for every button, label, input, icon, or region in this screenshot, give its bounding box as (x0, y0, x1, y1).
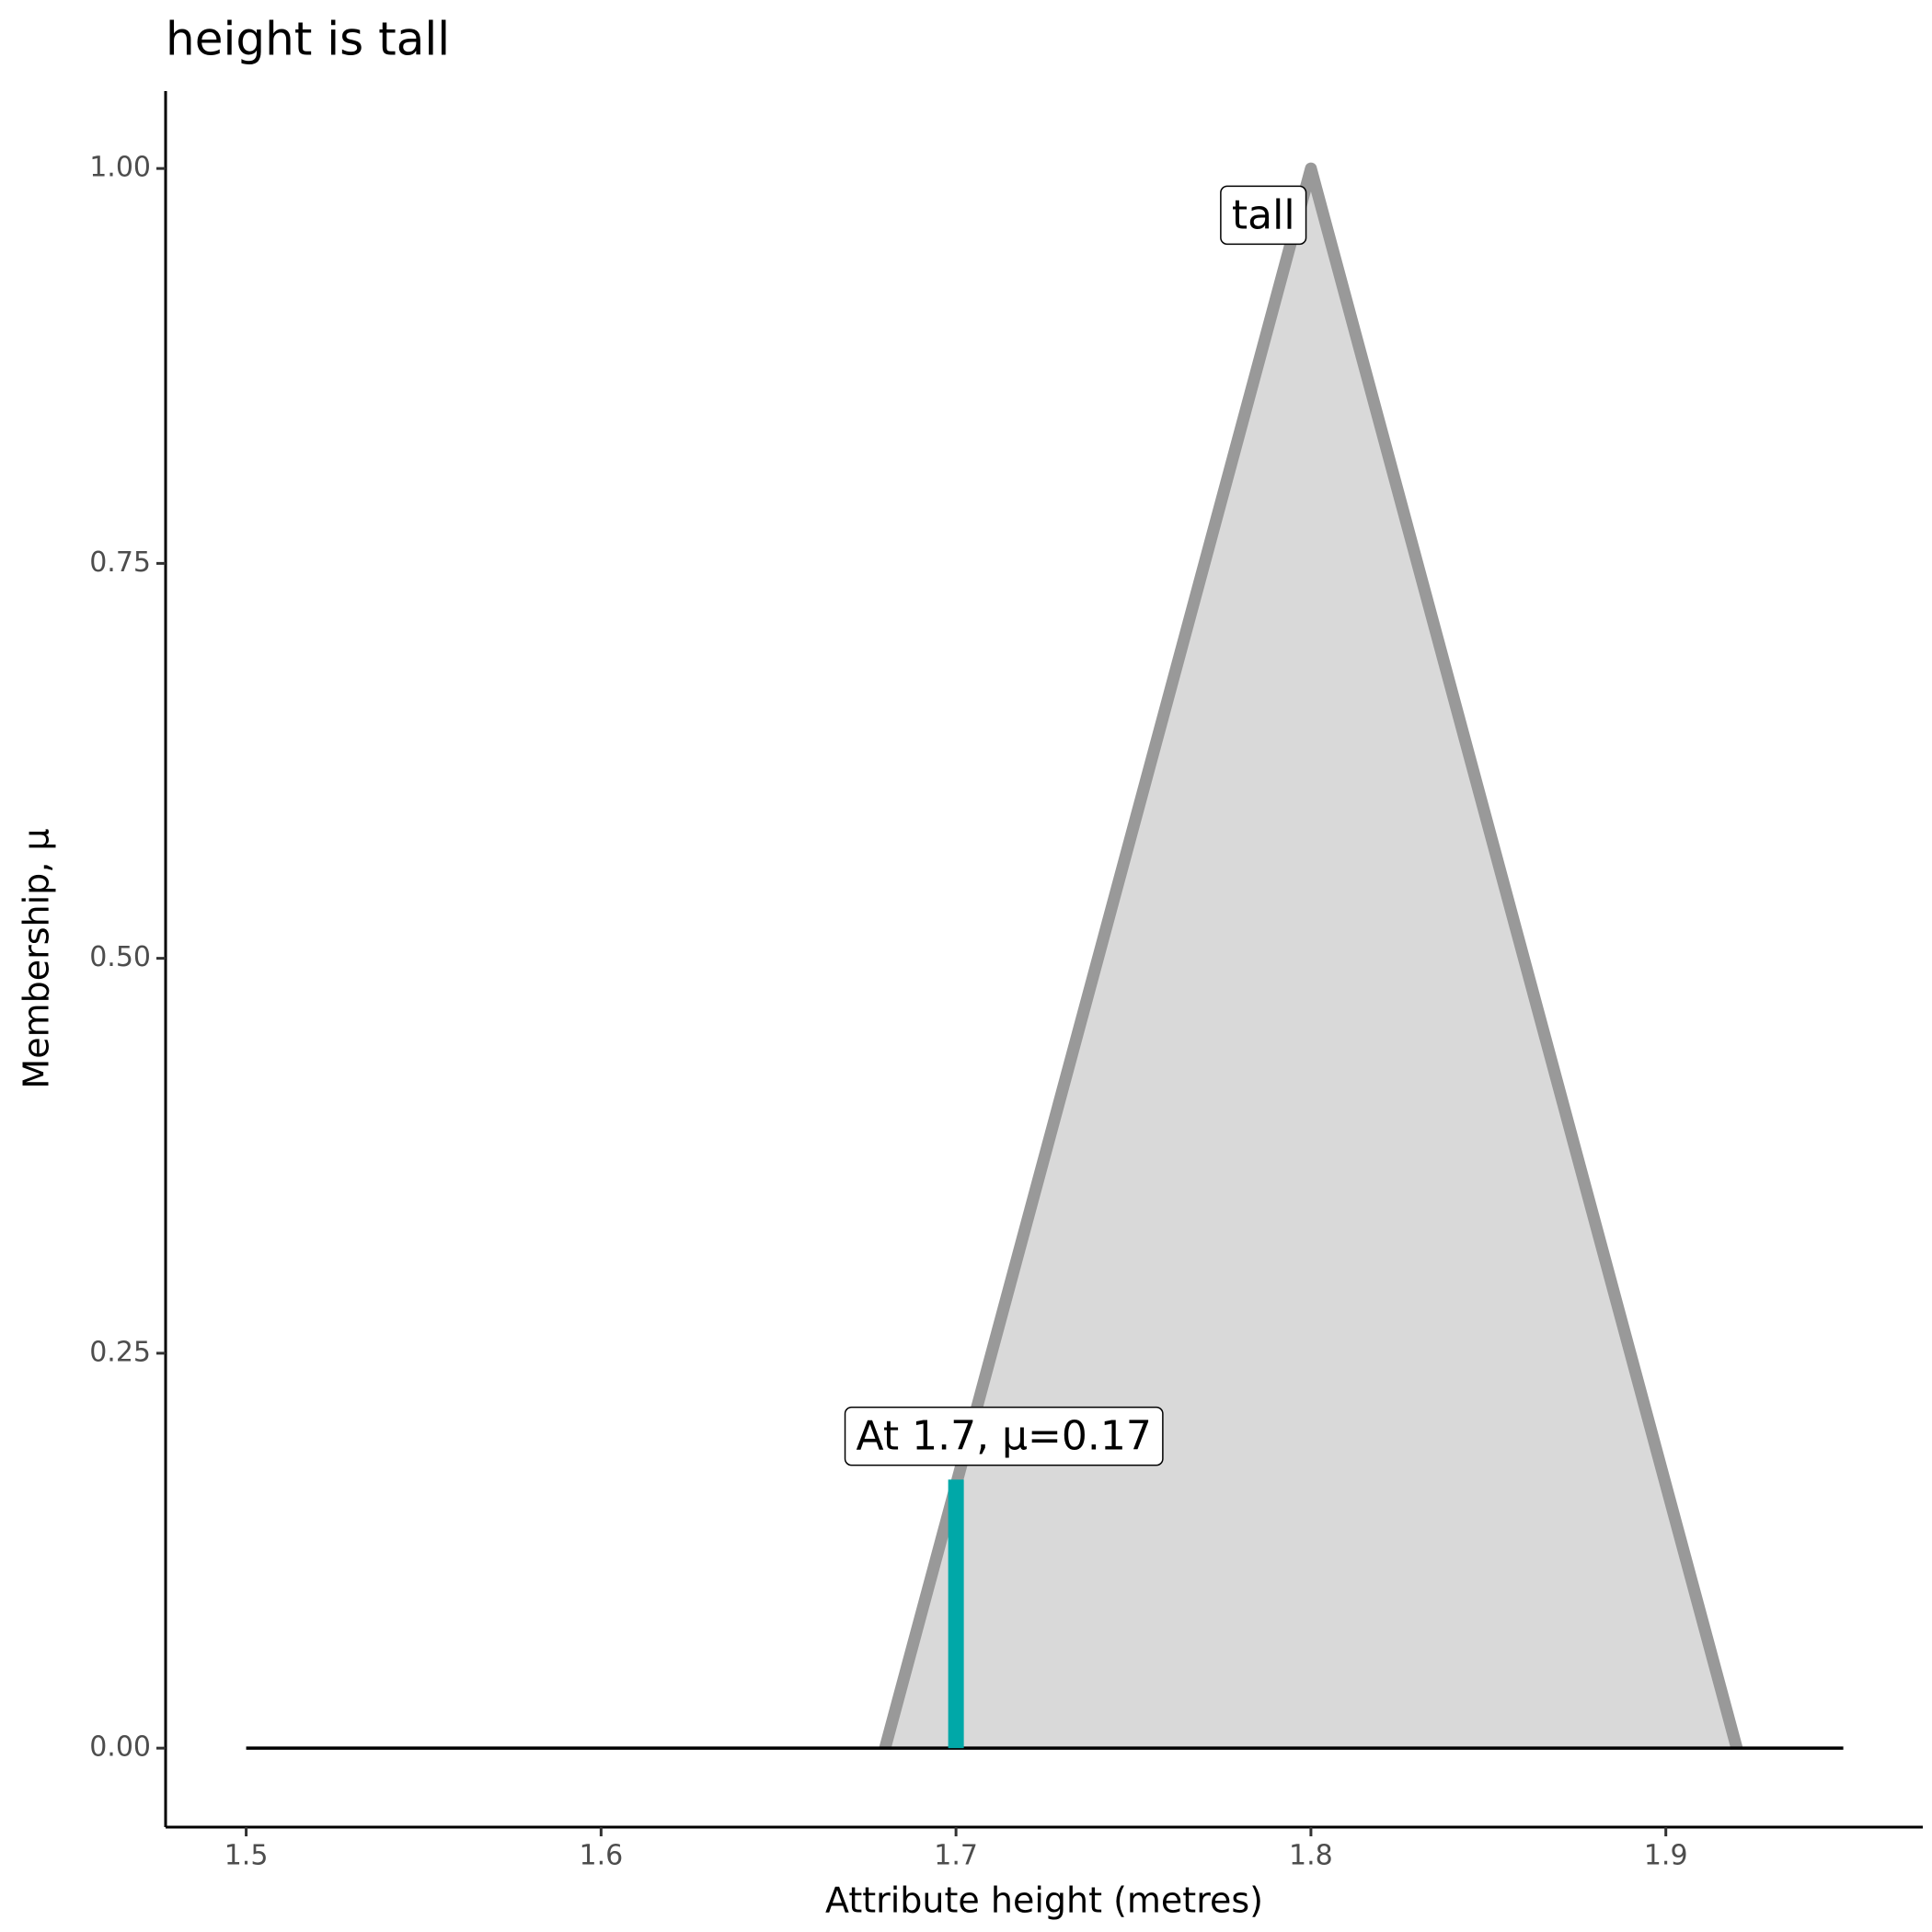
x-tick-label: 1.8 (1289, 1840, 1333, 1872)
x-tick-label: 1.5 (224, 1840, 269, 1872)
y-tick-label: 0.00 (89, 1731, 151, 1764)
chart-title: height is tall (166, 13, 450, 66)
x-tick-label: 1.6 (579, 1840, 623, 1872)
y-tick-label: 0.75 (89, 546, 151, 579)
annotation: At 1.7, μ=0.17 (857, 1413, 1152, 1460)
x-tick-label: 1.9 (1644, 1840, 1688, 1872)
y-axis-title: Membership, μ (17, 828, 57, 1088)
y-tick-label: 0.25 (89, 1336, 151, 1368)
y-tick-label: 0.50 (89, 941, 151, 973)
annotation-box (844, 1406, 1164, 1466)
y-tick-label: 1.00 (89, 152, 151, 184)
annotation-box (1220, 185, 1307, 246)
x-tick-label: 1.7 (934, 1840, 978, 1872)
annotation: tall (1232, 191, 1295, 238)
membership-line (879, 162, 1743, 1750)
area-fill (884, 168, 1737, 1749)
x-axis-title: Attribute height (metres) (825, 1880, 1263, 1921)
